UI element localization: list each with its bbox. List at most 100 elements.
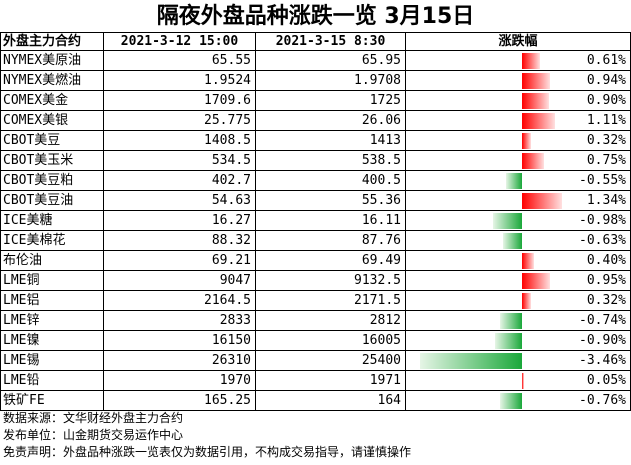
change-cell: 0.90% [406, 91, 630, 110]
change-bar-up [522, 153, 545, 169]
change-bar-down [505, 173, 522, 189]
table-row: CBOT美豆油 54.63 55.36 1.34% [1, 191, 630, 211]
commodity-table: 外盘主力合约 2021-3-12 15:00 2021-3-15 8:30 涨跌… [0, 33, 631, 411]
change-percent: 0.40% [586, 253, 626, 268]
price-old: 9047 [104, 271, 256, 290]
change-percent: 1.11% [586, 113, 626, 128]
change-cell: 0.40% [406, 251, 630, 270]
change-percent: -0.55% [579, 173, 626, 188]
price-new: 1725 [256, 91, 406, 110]
change-percent: -0.98% [579, 213, 626, 228]
contract-name: 铁矿FE [1, 391, 104, 410]
publisher-note: 发布单位：山金期货交易运作中心 [3, 428, 184, 442]
table-row: LME铅 1970 1971 0.05% [1, 371, 630, 391]
price-old: 534.5 [104, 151, 256, 170]
price-new: 69.49 [256, 251, 406, 270]
price-new: 400.5 [256, 171, 406, 190]
change-percent: 0.61% [586, 53, 626, 68]
price-old: 402.7 [104, 171, 256, 190]
change-percent: 0.32% [586, 293, 626, 308]
change-bar-up [522, 53, 540, 69]
change-cell: -0.76% [406, 391, 630, 410]
table-row: ICE美棉花 88.32 87.76 -0.63% [1, 231, 630, 251]
contract-name: LME锌 [1, 311, 104, 330]
price-new: 16.11 [256, 211, 406, 230]
price-old: 2164.5 [104, 291, 256, 310]
table-body: NYMEX美原油 65.55 65.95 0.61% NYMEX美燃油 1.9524 1.9… [1, 51, 630, 411]
contract-name: CBOT美豆油 [1, 191, 104, 210]
change-percent: -0.63% [579, 233, 626, 248]
table-header-row: 外盘主力合约 2021-3-12 15:00 2021-3-15 8:30 涨跌… [1, 33, 630, 51]
table-row: LME铝 2164.5 2171.5 0.32% [1, 291, 630, 311]
change-cell: 0.94% [406, 71, 630, 90]
change-percent: -0.74% [579, 313, 626, 328]
change-bar-up [522, 133, 532, 149]
price-old: 25.775 [104, 111, 256, 130]
table-row: COMEX美银 25.775 26.06 1.11% [1, 111, 630, 131]
change-bar-down [493, 213, 522, 229]
price-old: 2833 [104, 311, 256, 330]
change-bar-down [499, 393, 522, 409]
change-bar-down [419, 353, 522, 369]
change-cell: 0.32% [406, 291, 630, 310]
price-old: 165.25 [104, 391, 256, 410]
change-bar-up [522, 273, 551, 289]
contract-name: NYMEX美燃油 [1, 71, 104, 90]
price-old: 69.21 [104, 251, 256, 270]
change-bar-up [522, 373, 524, 389]
change-cell: 1.11% [406, 111, 630, 130]
contract-name: LME锡 [1, 351, 104, 370]
price-new: 1.9708 [256, 71, 406, 90]
table-row: 布伦油 69.21 69.49 0.40% [1, 251, 630, 271]
table-row: LME锡 26310 25400 -3.46% [1, 351, 630, 371]
header-new-time: 2021-3-15 8:30 [256, 33, 406, 50]
change-bar-down [495, 333, 522, 349]
price-old: 54.63 [104, 191, 256, 210]
price-old: 1.9524 [104, 71, 256, 90]
header-old-time: 2021-3-12 15:00 [104, 33, 256, 50]
price-new: 55.36 [256, 191, 406, 210]
price-old: 65.55 [104, 51, 256, 70]
price-new: 25400 [256, 351, 406, 370]
contract-name: NYMEX美原油 [1, 51, 104, 70]
change-cell: -0.74% [406, 311, 630, 330]
contract-name: LME铅 [1, 371, 104, 390]
page-title: 隔夜外盘品种涨跌一览 3月15日 [0, 0, 631, 33]
price-old: 88.32 [104, 231, 256, 250]
change-percent: -3.46% [579, 353, 626, 368]
contract-name: ICE美棉花 [1, 231, 104, 250]
change-percent: 0.95% [586, 273, 626, 288]
table-row: NYMEX美原油 65.55 65.95 0.61% [1, 51, 630, 71]
data-source-note: 数据来源：文华财经外盘主力合约 [3, 411, 184, 425]
change-bar-down [503, 233, 522, 249]
change-percent: 0.05% [586, 373, 626, 388]
table-row: LME铜 9047 9132.5 0.95% [1, 271, 630, 291]
change-bar-up [522, 113, 555, 129]
change-percent: 0.90% [586, 93, 626, 108]
price-new: 65.95 [256, 51, 406, 70]
table-row: 铁矿FE 165.25 164 -0.76% [1, 391, 630, 411]
change-cell: 0.95% [406, 271, 630, 290]
change-bar-up [522, 93, 549, 109]
change-bar-up [522, 253, 534, 269]
price-old: 16150 [104, 331, 256, 350]
contract-name: LME铜 [1, 271, 104, 290]
change-cell: 0.75% [406, 151, 630, 170]
table-row: ICE美糖 16.27 16.11 -0.98% [1, 211, 630, 231]
price-new: 164 [256, 391, 406, 410]
price-new: 26.06 [256, 111, 406, 130]
disclaimer-note: 免责声明：外盘品种涨跌一览表仅为数据引用，不构成交易指导，请谨慎操作 [3, 445, 412, 459]
contract-name: LME铝 [1, 291, 104, 310]
price-new: 1413 [256, 131, 406, 150]
change-cell: -0.90% [406, 331, 630, 350]
price-new: 2171.5 [256, 291, 406, 310]
table-row: LME锌 2833 2812 -0.74% [1, 311, 630, 331]
price-new: 2812 [256, 311, 406, 330]
contract-name: COMEX美银 [1, 111, 104, 130]
table-row: CBOT美豆粕 402.7 400.5 -0.55% [1, 171, 630, 191]
price-old: 1709.6 [104, 91, 256, 110]
contract-name: CBOT美豆 [1, 131, 104, 150]
contract-name: LME镍 [1, 331, 104, 350]
change-bar-up [522, 293, 532, 309]
table-row: LME镍 16150 16005 -0.90% [1, 331, 630, 351]
